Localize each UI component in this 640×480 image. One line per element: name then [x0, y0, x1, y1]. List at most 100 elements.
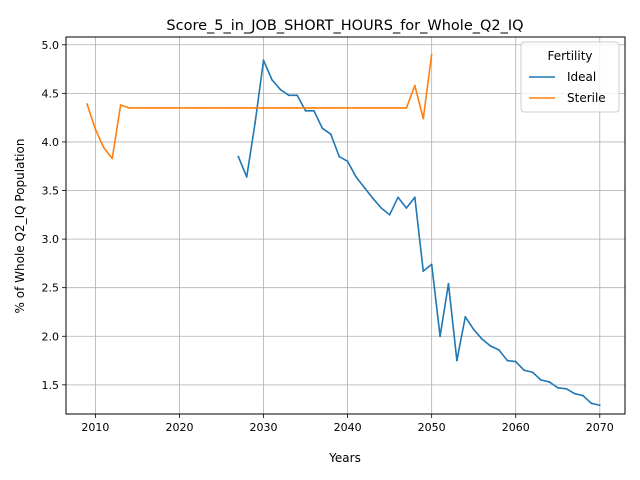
y-tick-label: 4.0: [42, 136, 60, 149]
data-point-sterile: [254, 107, 257, 109]
data-point-ideal: [498, 348, 500, 351]
x-tick-label: 2070: [586, 421, 614, 434]
data-point-sterile: [128, 107, 130, 109]
series-line-ideal: [237, 59, 600, 407]
data-point-sterile: [111, 157, 114, 160]
data-point-sterile: [186, 107, 189, 109]
data-point-sterile: [262, 107, 265, 109]
data-point-sterile: [287, 107, 290, 109]
data-point-ideal: [296, 94, 299, 97]
data-point-ideal: [523, 369, 526, 372]
data-point-sterile: [229, 107, 231, 109]
y-axis-ticks: 1.5 2.0 2.5 3.0 3.5 4.0 4.5 5.0: [42, 39, 66, 392]
data-point-sterile: [397, 107, 399, 109]
x-tick-label: 2040: [334, 421, 362, 434]
x-axis-label: Years: [328, 451, 361, 465]
data-point-sterile: [313, 107, 315, 109]
data-point-sterile: [338, 107, 341, 109]
data-point-sterile: [153, 107, 156, 109]
data-point-ideal: [346, 160, 349, 163]
data-point-ideal: [279, 88, 282, 91]
data-point-sterile: [413, 84, 416, 87]
x-tick-label: 2050: [418, 421, 446, 434]
data-point-ideal: [313, 109, 315, 112]
data-point-sterile: [422, 117, 425, 120]
series-line-sterile: [86, 54, 433, 160]
data-point-ideal: [481, 338, 483, 341]
data-point-ideal: [430, 263, 433, 266]
data-point-sterile: [371, 107, 374, 109]
data-point-sterile: [296, 107, 299, 109]
data-point-ideal: [338, 155, 341, 158]
data-point-ideal: [573, 392, 576, 395]
data-point-ideal: [304, 109, 307, 112]
y-axis-label: % of Whole Q2_IQ Population: [13, 139, 27, 314]
x-tick-label: 2060: [502, 421, 530, 434]
plot-frame: [65, 36, 626, 415]
grid-lines: [66, 37, 625, 414]
data-point-sterile: [355, 107, 357, 109]
data-point-ideal: [598, 404, 601, 407]
data-point-sterile: [363, 107, 366, 109]
series-layer: [86, 53, 601, 407]
data-point-ideal: [388, 213, 391, 216]
data-point-sterile: [178, 107, 181, 109]
data-point-ideal: [355, 176, 357, 178]
data-point-sterile: [304, 107, 307, 109]
data-point-ideal: [565, 387, 568, 390]
data-point-ideal: [271, 78, 273, 81]
y-tick-label: 4.5: [42, 87, 60, 100]
data-point-sterile: [203, 107, 206, 109]
y-tick-label: 1.5: [42, 379, 60, 392]
data-point-ideal: [413, 196, 416, 199]
data-point-ideal: [439, 335, 441, 338]
data-point-ideal: [556, 386, 559, 389]
y-tick-label: 5.0: [42, 39, 60, 52]
data-point-ideal: [531, 371, 534, 374]
data-point-ideal: [464, 315, 467, 318]
data-point-sterile: [245, 107, 248, 109]
legend-label-ideal: Ideal: [567, 70, 596, 84]
data-point-sterile: [220, 107, 223, 109]
data-point-sterile: [195, 107, 198, 109]
legend-label-sterile: Sterile: [567, 91, 606, 105]
x-tick-label: 2010: [81, 421, 109, 434]
data-point-sterile: [212, 107, 215, 109]
legend-box: [520, 41, 620, 113]
data-point-sterile: [346, 107, 349, 109]
data-point-ideal: [262, 59, 265, 62]
chart-title: Score_5_in_JOB_SHORT_HOURS_for_Whole_Q2_…: [166, 18, 523, 34]
y-tick-label: 3.0: [42, 233, 60, 246]
data-point-ideal: [506, 359, 509, 362]
data-point-ideal: [329, 133, 332, 136]
data-point-ideal: [254, 121, 257, 124]
legend: Fertility Ideal Sterile: [520, 41, 620, 113]
data-point-sterile: [329, 107, 332, 109]
data-point-sterile: [237, 107, 240, 109]
data-point-ideal: [245, 176, 248, 178]
data-point-ideal: [371, 197, 374, 200]
data-point-sterile: [430, 53, 433, 56]
data-point-ideal: [514, 360, 517, 363]
data-point-sterile: [144, 107, 147, 109]
x-tick-label: 2020: [165, 421, 193, 434]
x-axis-ticks: 2010 2020 2030 2040 2050 2060 2070: [81, 414, 614, 434]
data-point-sterile: [380, 107, 383, 109]
data-point-ideal: [455, 359, 458, 362]
data-point-sterile: [119, 104, 122, 106]
y-tick-label: 3.5: [42, 185, 60, 198]
data-point-ideal: [405, 207, 408, 209]
data-point-ideal: [380, 207, 383, 209]
data-point-ideal: [321, 127, 324, 130]
data-point-ideal: [540, 379, 542, 381]
data-point-ideal: [472, 328, 475, 331]
y-tick-label: 2.0: [42, 330, 60, 343]
data-point-ideal: [548, 381, 551, 383]
data-point-ideal: [287, 94, 290, 97]
x-tick-label: 2030: [250, 421, 278, 434]
data-point-sterile: [102, 146, 105, 149]
data-point-ideal: [363, 186, 366, 189]
data-point-ideal: [590, 402, 593, 405]
data-point-sterile: [388, 107, 391, 109]
